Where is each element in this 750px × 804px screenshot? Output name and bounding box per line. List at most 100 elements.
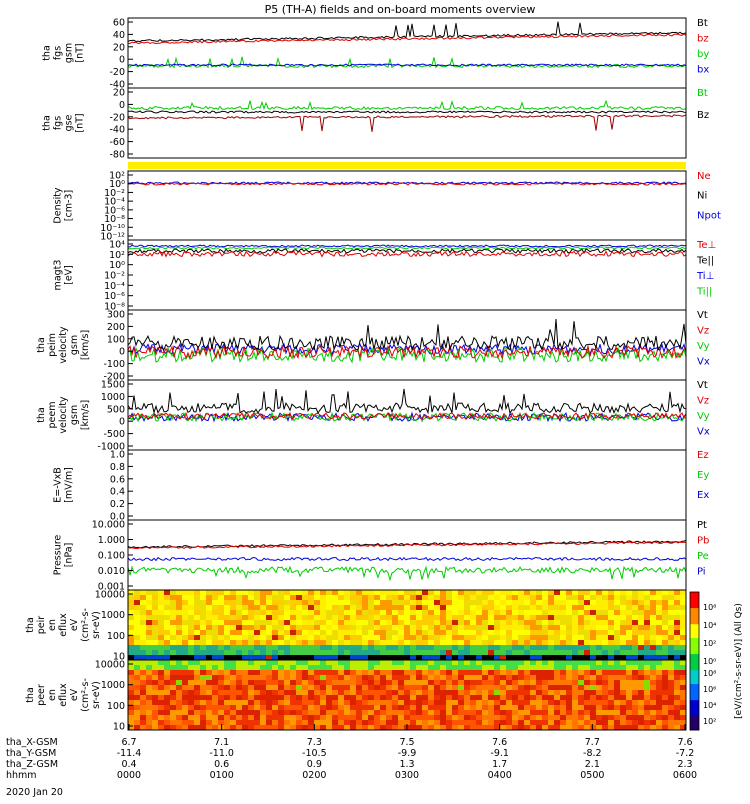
xaxis-value: 1.3	[399, 759, 414, 770]
ytick-label: 0	[119, 347, 125, 358]
panel-efield: 1.00.80.6 0.40.2 0.0 E=-VxB [mV/m] Ez Ey Ex	[53, 449, 709, 523]
legend-fgs-gsm-0: Bt	[697, 18, 708, 29]
series-Ne	[127, 182, 687, 186]
xaxis-value: 2.3	[677, 759, 692, 770]
colorbar-top-tick: 10⁰	[703, 657, 716, 666]
legend-temperature-1: Te||	[696, 256, 714, 267]
ylabel-line: E=-VxB	[53, 467, 64, 502]
ylabel-line: tha	[42, 45, 53, 61]
ytick-label: 1500	[101, 380, 125, 391]
ytick-label: 10	[113, 652, 125, 663]
ytick-label: 40	[113, 30, 125, 41]
xaxis-value: -9.9	[398, 748, 417, 759]
ylabel-line: gsm	[69, 335, 80, 355]
colorbar-bottom-tick: 10⁶	[703, 685, 716, 694]
xaxis-value: 0000	[117, 770, 141, 781]
ytick-label: -40	[109, 80, 125, 91]
ytick-label: 1000	[101, 610, 125, 621]
legend-density-0: Ne	[697, 171, 711, 182]
ylabel-line: gsm	[69, 405, 80, 425]
legend-peem-velocity-0: Vt	[697, 380, 708, 391]
xaxis-value: -11.0	[209, 748, 234, 759]
xaxis-value: -8.2	[583, 748, 602, 759]
ytick-label: 20	[113, 88, 125, 99]
ylabel-line: [nT]	[75, 113, 86, 132]
xaxis-value: 0300	[395, 770, 419, 781]
legend-temperature-2: Ti⊥	[696, 271, 714, 282]
legend-density-2: Npot	[697, 210, 721, 221]
series-gse-Bt	[127, 99, 687, 111]
ytick-label: 1000	[101, 680, 125, 691]
ytick-label: 10²	[109, 171, 125, 182]
xaxis-value: -7.2	[676, 748, 695, 759]
panel-frame	[127, 170, 687, 241]
colorbar-top-tick: 10⁴	[703, 621, 716, 630]
ytick-label: 0.4	[110, 487, 125, 498]
ytick-label: 0	[119, 417, 125, 428]
ytick-label: 10⁻¹⁰	[100, 223, 125, 234]
ytick-label: 10²	[109, 250, 125, 261]
ytick-label: 10	[113, 722, 125, 733]
legend-fgs-gsm-1: bz	[697, 34, 709, 45]
ylabel-line: sr-eV)	[91, 681, 102, 709]
xaxis-value: 0100	[210, 770, 234, 781]
legend-peem-velocity-3: Vx	[697, 427, 710, 438]
series-bx	[127, 63, 687, 67]
ytick-label: 1000	[101, 392, 125, 403]
ylabel-line: gsm	[64, 43, 75, 63]
legend-fgs-gsm-3: bx	[697, 65, 709, 76]
ylabel-line: peem	[47, 402, 58, 429]
ytick-label: 0.100	[98, 551, 125, 562]
xaxis-value: 7.3	[307, 737, 322, 748]
ytick-label: 20	[113, 42, 125, 53]
legend-fgs-gse-0: Bt	[697, 88, 708, 99]
xaxis-row-label: tha_Z-GSM	[6, 759, 58, 770]
xaxis-value: 7.6	[677, 737, 692, 748]
xaxis-value: 0400	[488, 770, 512, 781]
legend-efield-0: Ez	[697, 450, 709, 461]
colorbar-bottom-tick: 10²	[703, 717, 716, 726]
ytick-label: 10⁻⁴	[104, 197, 125, 208]
xaxis-value: 2.1	[585, 759, 600, 770]
legend-peim-velocity-2: Vy	[697, 341, 710, 352]
legend-temperature-3: Ti||	[696, 287, 712, 298]
colorbar-bottom-tick: 10⁴	[703, 701, 716, 710]
ytick-label: 10⁻⁶	[104, 205, 125, 216]
series-Ti-par	[127, 246, 687, 250]
ytick-label: 10000	[95, 660, 125, 671]
xaxis-value: 0600	[673, 770, 697, 781]
legend-efield-2: Ex	[697, 490, 709, 501]
legend-efield-1: Ey	[697, 470, 709, 481]
ylabel-line: peer	[36, 684, 47, 706]
legend-peim-velocity-0: Vt	[697, 310, 708, 321]
ytick-label: 0	[119, 100, 125, 111]
ytick-label: -40	[109, 125, 125, 136]
xaxis-row-label: tha_X-GSM	[6, 737, 58, 748]
xaxis-value: 0.6	[214, 759, 229, 770]
ytick-label: 0	[119, 55, 125, 66]
xaxis-value: 0.9	[307, 759, 322, 770]
ylabel-line: en	[47, 689, 58, 701]
xaxis-value: 7.6	[492, 737, 507, 748]
ytick-label: 10⁻⁸	[104, 214, 125, 225]
ylabel-line: eflux	[58, 683, 69, 707]
ytick-label: -100	[103, 359, 125, 370]
panel-peer-spectrogram: 10000 1000 100 10 tha peer en eflux eV (cm²-s-sr-…	[25, 659, 687, 733]
series-gse-Bx	[127, 114, 687, 132]
colorbar-top-tick: 10⁸	[703, 603, 716, 612]
xaxis-value: -11.4	[117, 748, 142, 759]
ytick-label: -60	[109, 137, 125, 148]
ytick-label: 10⁻⁶	[104, 291, 125, 302]
ytick-label: 100	[107, 631, 125, 642]
ytick-label: 1.0	[110, 450, 125, 461]
legend-pressure-3: Pi	[697, 567, 706, 578]
ytick-label: 10⁴	[109, 240, 125, 251]
ytick-label: 300	[107, 310, 125, 321]
legend-peim-velocity-3: Vx	[697, 357, 710, 368]
data-availability-bar	[128, 162, 686, 169]
ytick-label: -500	[103, 429, 125, 440]
colorbar	[689, 591, 700, 731]
